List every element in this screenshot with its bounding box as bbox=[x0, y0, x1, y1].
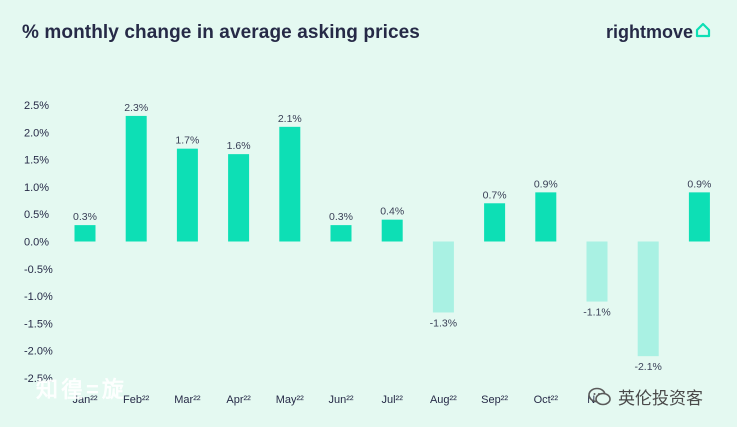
bar-value-label: 0.3% bbox=[329, 211, 353, 223]
bar bbox=[176, 148, 198, 242]
bar-value-label: 1.7% bbox=[175, 135, 199, 147]
bar-value-label: -2.1% bbox=[634, 361, 661, 373]
y-tick-label: 2.5% bbox=[24, 100, 49, 112]
bar-value-label: 0.7% bbox=[483, 189, 507, 201]
watermark-right: 英伦投资客 bbox=[588, 384, 703, 409]
brand-name: rightmove bbox=[605, 22, 693, 42]
y-tick-label: -0.5% bbox=[24, 264, 53, 276]
y-tick-label: -2.0% bbox=[24, 346, 53, 358]
bar-value-label: 0.9% bbox=[534, 178, 558, 190]
bar-value-label: 1.6% bbox=[227, 140, 251, 152]
x-tick-label: May²² bbox=[276, 394, 304, 406]
bar bbox=[688, 192, 710, 242]
y-tick-label: 0.5% bbox=[24, 209, 49, 221]
bar-value-label: 0.9% bbox=[687, 178, 711, 190]
y-axis: 2.5% 2.0% 1.5% 1.0% 0.5% 0.0% -0.5% -1.0% -1.5% -… bbox=[24, 100, 53, 385]
x-tick-label: Jan²² bbox=[72, 394, 97, 406]
y-tick-label: 1.5% bbox=[24, 155, 49, 167]
chart-title: % monthly change in average asking price… bbox=[22, 22, 420, 43]
y-tick-label: 2.0% bbox=[24, 127, 49, 139]
bar-value-label: 2.1% bbox=[278, 113, 302, 125]
bar-value-label: -1.3% bbox=[430, 317, 457, 329]
y-tick-label: 0.0% bbox=[24, 237, 49, 249]
x-tick-label: Oct²² bbox=[534, 394, 559, 406]
bar bbox=[279, 126, 301, 242]
bar bbox=[330, 225, 352, 242]
y-tick-label: -1.5% bbox=[24, 318, 53, 330]
x-tick-label: Sep²² bbox=[481, 394, 508, 406]
x-tick-label: Mar²² bbox=[174, 394, 201, 406]
watermark-left: 知徨=旋 bbox=[36, 377, 127, 402]
bar-value-label: 0.3% bbox=[73, 211, 97, 223]
bar bbox=[74, 225, 96, 242]
y-tick-label: 1.0% bbox=[24, 182, 49, 194]
bar bbox=[637, 241, 659, 357]
bar-value-label: 0.4% bbox=[380, 206, 404, 218]
bar bbox=[228, 154, 250, 242]
bar bbox=[125, 115, 147, 242]
bars: 0.3% 2.3% 1.7% 1.6% 2.1% 0.3% 0.4% -1.3% 0.7% 0.9… bbox=[73, 102, 711, 373]
x-tick-label: Apr²² bbox=[226, 394, 251, 406]
x-tick-label: Feb²² bbox=[123, 394, 150, 406]
x-axis: Jan²² Feb²² Mar²² Apr²² May²² Jun²² Jul²² Aug²²… bbox=[72, 394, 607, 406]
y-tick-label: -1.0% bbox=[24, 291, 53, 303]
x-tick-label: Jun²² bbox=[328, 394, 353, 406]
wechat-icon bbox=[588, 386, 612, 408]
bar bbox=[381, 219, 403, 242]
bar bbox=[535, 192, 557, 242]
watermark-right-text: 英伦投资客 bbox=[618, 389, 703, 408]
bar-value-label: -1.1% bbox=[583, 307, 610, 319]
brand-logo: rightmove bbox=[606, 22, 711, 43]
bar bbox=[586, 241, 608, 302]
x-tick-label: Aug²² bbox=[430, 394, 457, 406]
x-tick-label: Jul²² bbox=[382, 394, 404, 406]
y-tick-label: -2.5% bbox=[24, 373, 53, 385]
bar bbox=[432, 241, 454, 313]
bar bbox=[484, 203, 506, 242]
house-icon bbox=[695, 22, 711, 38]
bar-value-label: 2.3% bbox=[124, 102, 148, 114]
